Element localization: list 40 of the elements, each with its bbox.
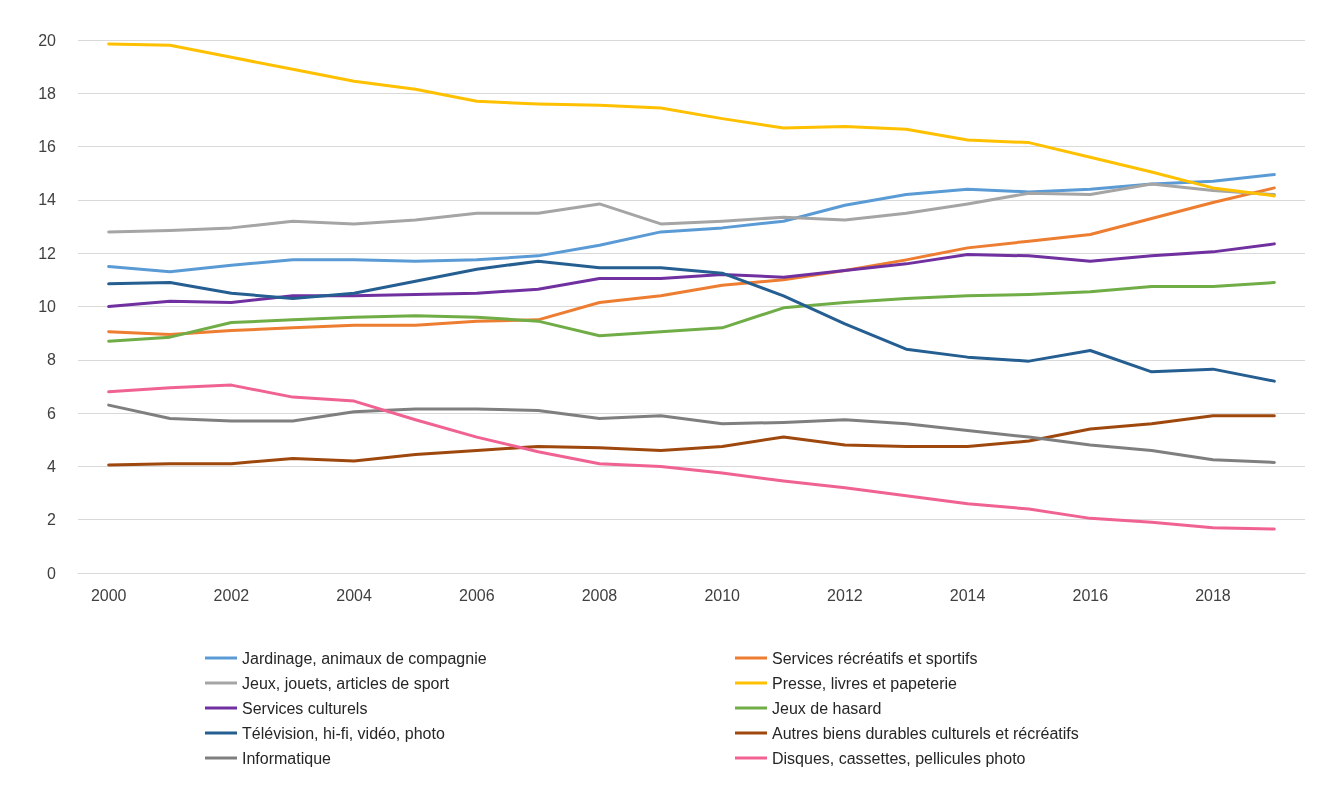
legend-label: Informatique xyxy=(242,749,332,767)
line-series xyxy=(107,42,1276,198)
y-tick-label: 2 xyxy=(47,511,57,529)
y-tick-label: 6 xyxy=(47,404,57,422)
legend-label: Services culturels xyxy=(242,699,368,717)
legend-label: Autres biens durables culturels et récréatifs xyxy=(772,724,1079,742)
x-tick-label: 2014 xyxy=(949,586,986,604)
x-tick-label: 2018 xyxy=(1195,586,1231,604)
x-tick-label: 2002 xyxy=(213,586,250,604)
line-series xyxy=(107,173,1276,274)
line-series xyxy=(107,414,1276,467)
x-tick-label: 2012 xyxy=(827,586,863,604)
y-tick-label: 18 xyxy=(38,84,57,102)
legend-label: Jeux, jouets, articles de sport xyxy=(242,674,450,692)
y-tick-label: 4 xyxy=(47,457,57,475)
x-tick-label: 2008 xyxy=(581,586,618,604)
x-tick-label: 2000 xyxy=(90,586,127,604)
line-series xyxy=(107,383,1276,531)
y-tick-label: 14 xyxy=(38,191,57,209)
x-tick-label: 2010 xyxy=(704,586,741,604)
legend-label: Jardinage, animaux de compagnie xyxy=(242,649,487,667)
y-tick-label: 0 xyxy=(47,564,57,582)
legend-label: Télévision, hi-fi, vidéo, photo xyxy=(242,724,445,742)
y-tick-label: 12 xyxy=(38,244,57,262)
x-tick-label: 2006 xyxy=(458,586,495,604)
line-series xyxy=(107,242,1276,308)
y-tick-label: 8 xyxy=(47,351,57,369)
line-series xyxy=(107,403,1276,464)
legend-label: Presse, livres et papeterie xyxy=(772,674,958,692)
legend-label: Services récréatifs et sportifs xyxy=(772,649,978,667)
line-series xyxy=(107,281,1276,343)
y-tick-label: 10 xyxy=(38,298,57,315)
y-tick-label: 20 xyxy=(38,31,57,49)
x-tick-label: 2016 xyxy=(1072,586,1109,604)
y-tick-label: 16 xyxy=(38,138,57,156)
legend-label: Jeux de hasard xyxy=(772,699,882,717)
legend-label: Disques, cassettes, pellicules photo xyxy=(772,749,1026,767)
line-series xyxy=(107,182,1276,234)
x-tick-label: 2004 xyxy=(336,586,372,604)
line-series xyxy=(107,259,1276,383)
